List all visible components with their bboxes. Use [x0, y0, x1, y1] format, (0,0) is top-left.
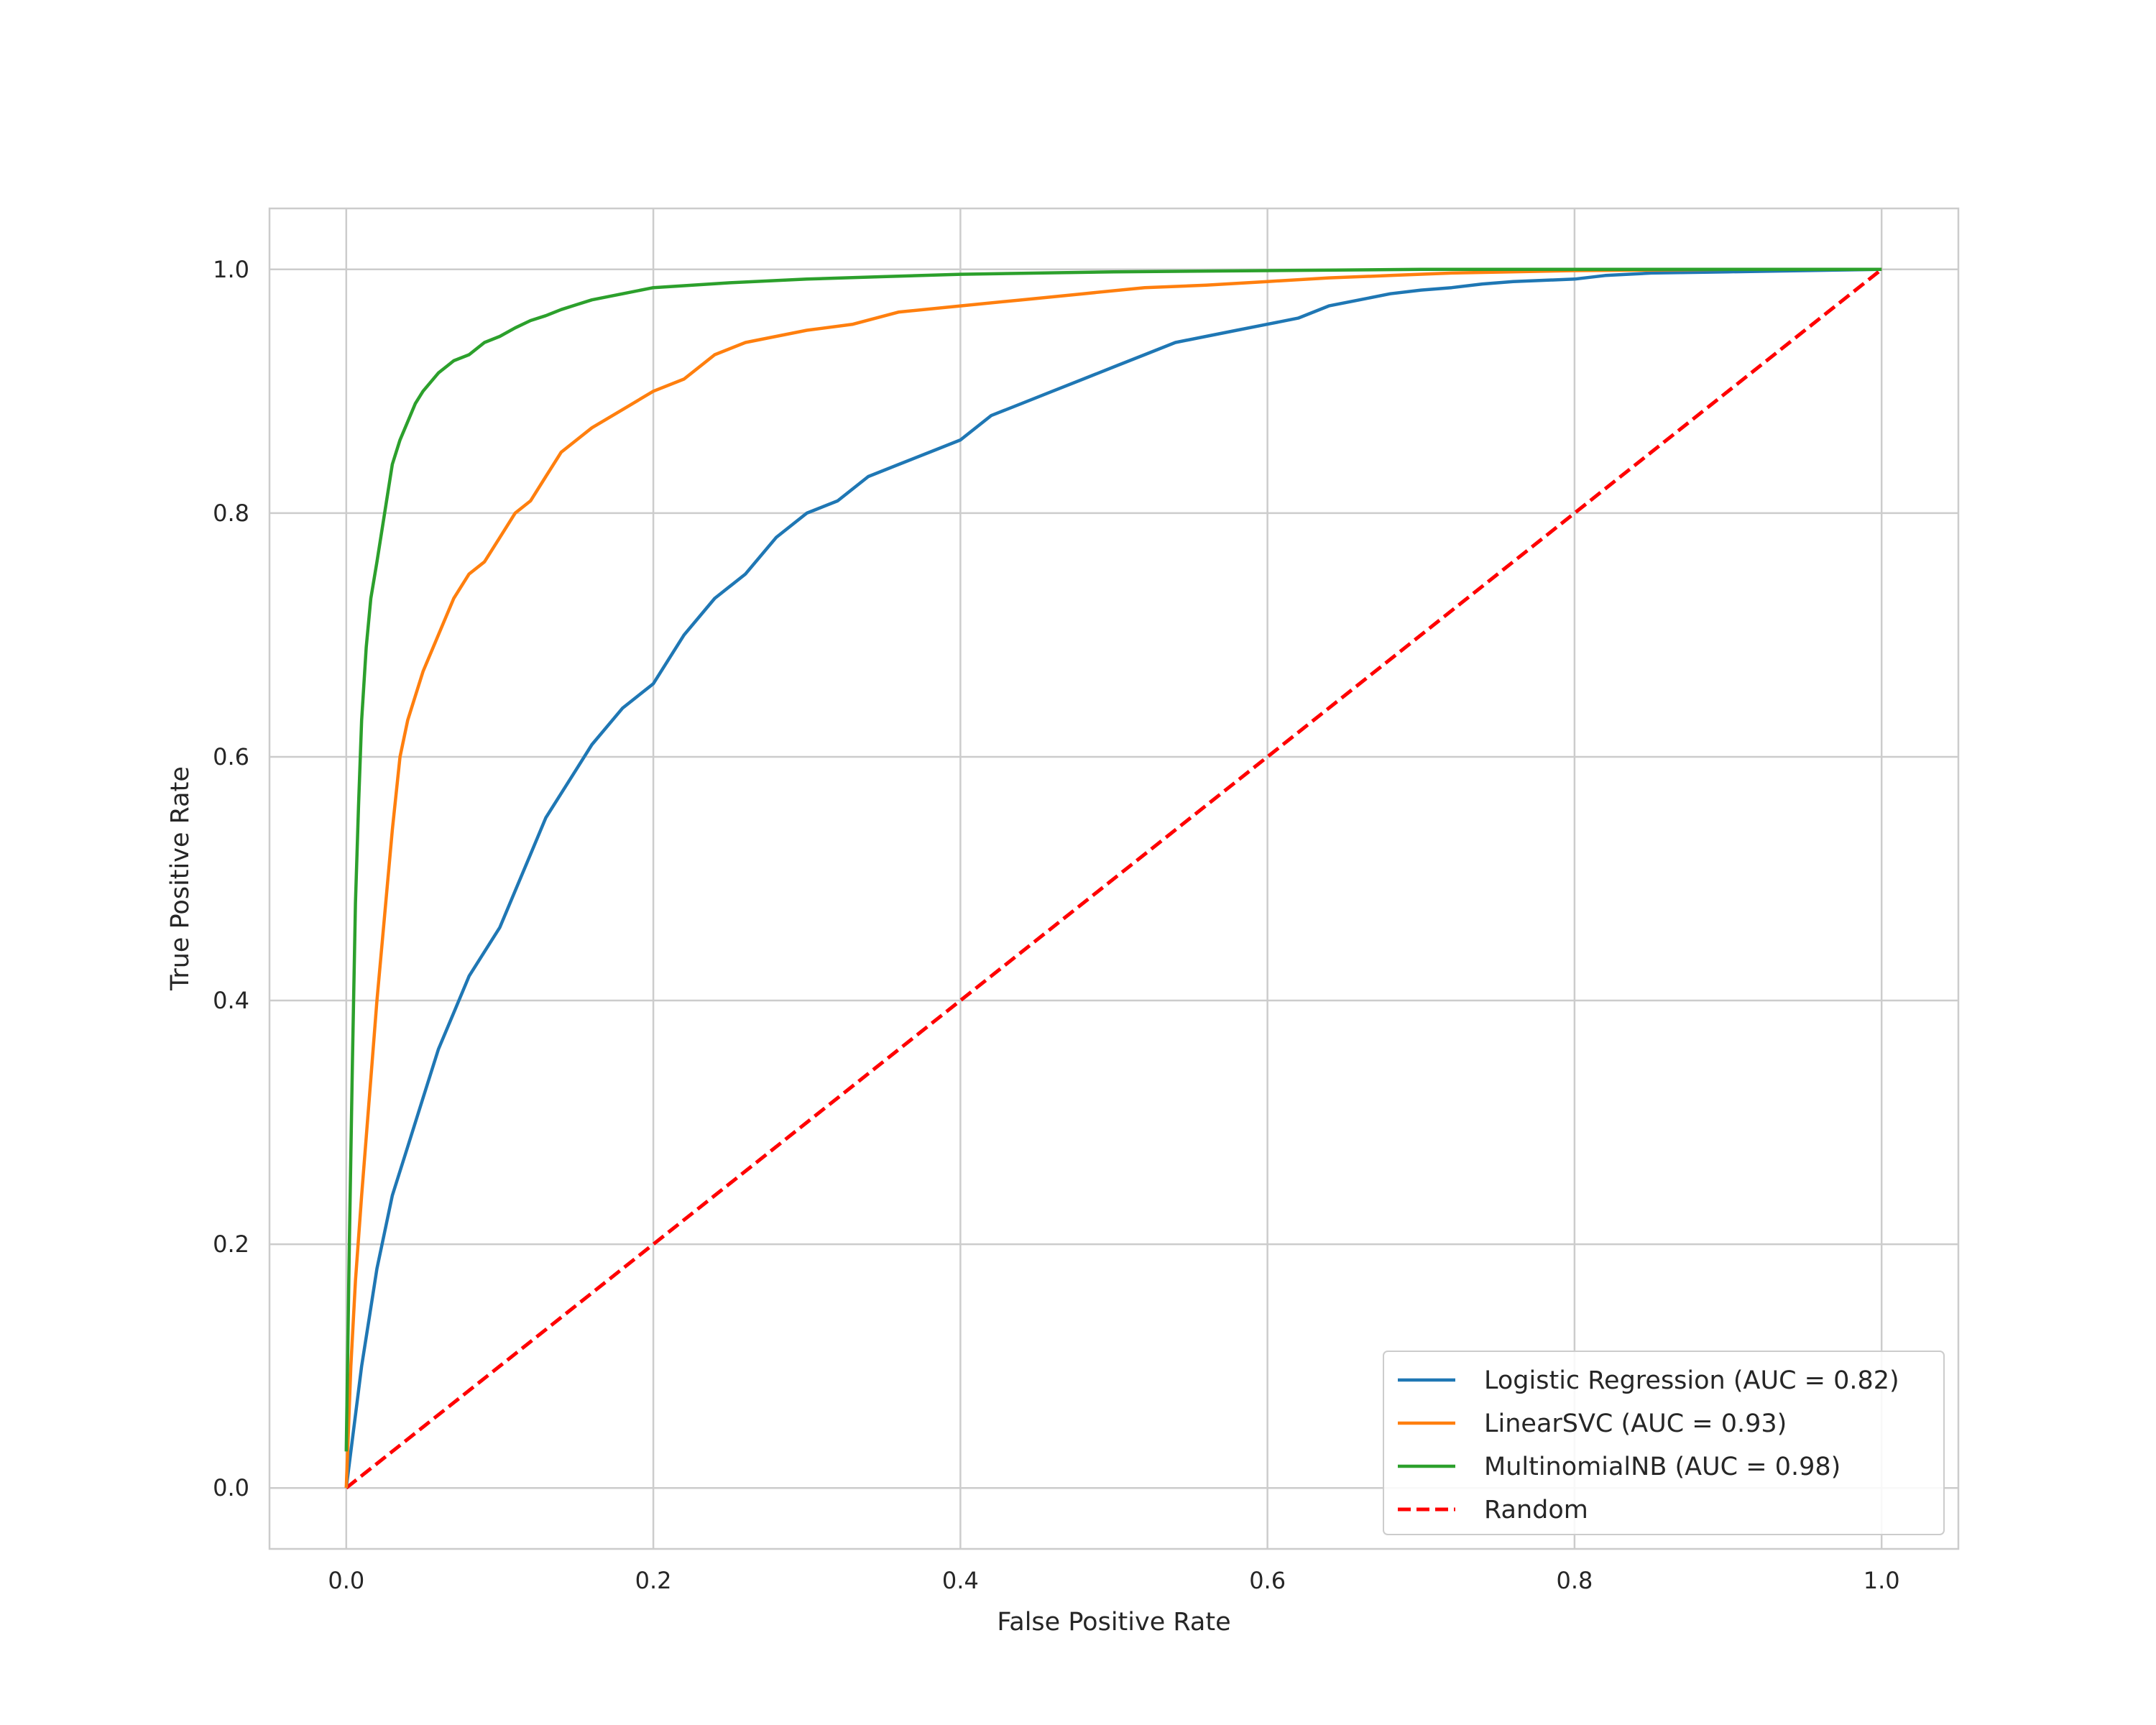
series-line-random	[345, 267, 1883, 1490]
x-tick-labels: 0.0 0.2 0.4 0.6 0.8 1.0	[328, 1567, 1899, 1594]
legend-label: LinearSVC (AUC = 0.93)	[1484, 1409, 1787, 1438]
x-tick-label: 0.0	[328, 1567, 364, 1594]
x-tick-label: 0.6	[1249, 1567, 1286, 1594]
y-tick-label: 0.0	[213, 1474, 249, 1501]
y-tick-label: 0.4	[213, 987, 249, 1014]
x-tick-label: 0.4	[942, 1567, 979, 1594]
legend-items: Logistic Regression (AUC = 0.82) LinearSV…	[1398, 1366, 1899, 1524]
series-lines	[344, 267, 1883, 1490]
series-line-logistic-regression	[344, 267, 1882, 1489]
series-line-multinomialnb	[344, 267, 1882, 1452]
y-axis-label: True Positive Rate	[166, 766, 195, 991]
y-tick-label: 0.8	[213, 500, 249, 527]
legend: Logistic Regression (AUC = 0.82) LinearSV…	[1383, 1351, 1945, 1535]
x-tick-label: 0.2	[635, 1567, 672, 1594]
legend-label: MultinomialNB (AUC = 0.98)	[1484, 1453, 1841, 1481]
x-axis-label: False Positive Rate	[997, 1608, 1230, 1637]
series-line-linearsvc	[344, 267, 1882, 1489]
y-tick-labels: 0.0 0.2 0.4 0.6 0.8 1.0	[213, 256, 249, 1501]
legend-box	[1383, 1351, 1945, 1535]
legend-label: Random	[1484, 1496, 1588, 1524]
x-tick-label: 0.8	[1556, 1567, 1593, 1594]
y-tick-label: 0.6	[213, 743, 249, 770]
y-tick-label: 1.0	[213, 256, 249, 283]
legend-label: Logistic Regression (AUC = 0.82)	[1484, 1366, 1899, 1395]
y-tick-label: 0.2	[213, 1230, 249, 1258]
x-tick-label: 1.0	[1864, 1567, 1900, 1594]
